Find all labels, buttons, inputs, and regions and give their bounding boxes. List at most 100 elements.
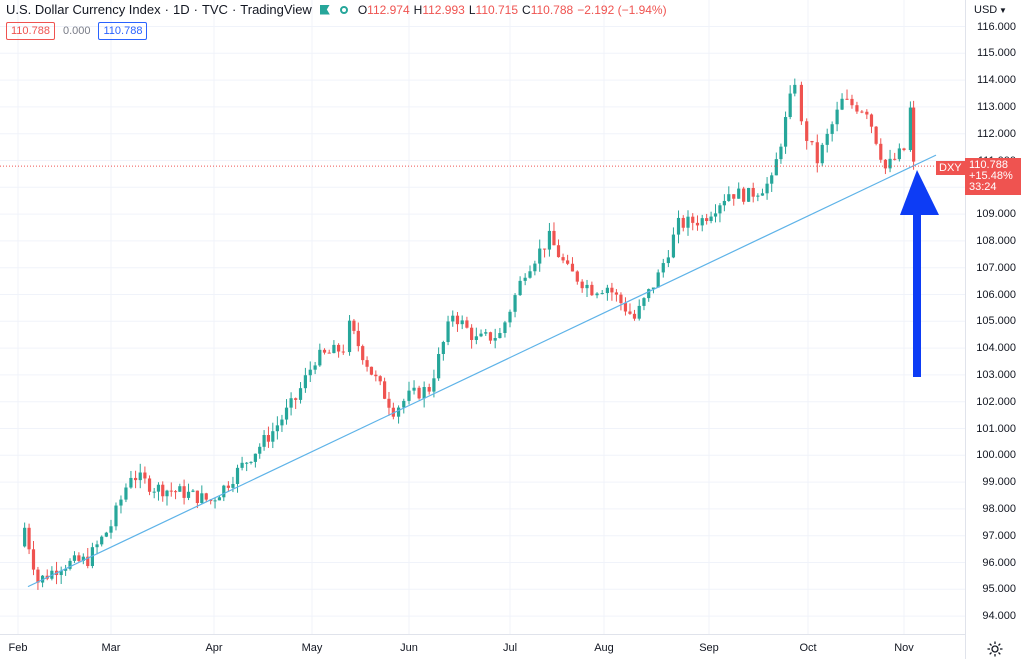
candle-up: [240, 462, 244, 468]
candle-down: [575, 271, 579, 282]
candle-up: [402, 400, 406, 408]
candle-up: [191, 490, 195, 492]
candle-up: [779, 146, 783, 160]
candle-up: [156, 484, 161, 492]
candle-up: [59, 570, 63, 576]
market-status-icon[interactable]: [339, 5, 348, 14]
currency-selector[interactable]: USD: [974, 4, 998, 16]
candle-up: [217, 497, 222, 501]
candle-up: [547, 230, 552, 250]
symbol-tag: DXY: [936, 161, 965, 175]
candle-up: [518, 280, 522, 296]
candle-up: [642, 298, 646, 306]
candle-down: [628, 311, 632, 314]
exchange-label: TVC: [201, 2, 228, 17]
candle-up: [700, 218, 704, 226]
candle-up: [600, 293, 604, 295]
candle-up: [407, 390, 411, 401]
candle-up: [68, 560, 72, 569]
candle-up: [222, 485, 226, 498]
candle-down: [226, 485, 230, 488]
candle-up: [513, 295, 517, 312]
candle-up: [437, 354, 441, 379]
candle-down: [387, 398, 391, 408]
candle-up: [479, 333, 483, 337]
candle-down: [570, 263, 575, 272]
candle-up: [533, 263, 537, 272]
ohlc-high: H112.993: [414, 3, 465, 17]
candle-up: [727, 194, 731, 201]
candle-down: [427, 387, 431, 392]
candle-down: [147, 478, 152, 492]
candle-up: [793, 84, 797, 94]
candle-up: [820, 144, 824, 164]
candle-up: [765, 183, 769, 194]
candle-up: [308, 369, 312, 376]
candle-up: [412, 387, 416, 391]
candle-down: [883, 159, 888, 169]
candle-down: [810, 140, 814, 143]
price-tick-label: 106.000: [976, 288, 1016, 301]
candle-up: [709, 216, 713, 222]
candle-down: [869, 114, 874, 127]
candle-down: [369, 366, 374, 375]
arrow-head: [900, 170, 939, 215]
chart-area[interactable]: U.S. Dollar Currency Index · 1D · TVC · …: [0, 0, 965, 634]
candle-up: [637, 305, 641, 319]
gear-icon[interactable]: [985, 639, 1005, 659]
candle-down: [173, 491, 178, 493]
time-tick-label: Nov: [894, 642, 914, 654]
flag-icon[interactable]: [319, 4, 330, 15]
candle-down: [31, 549, 36, 570]
candle-up: [770, 175, 774, 184]
candle-up: [109, 526, 113, 533]
candle-down: [879, 143, 883, 160]
candle-up: [165, 490, 169, 497]
price-tick-label: 101.000: [976, 422, 1016, 435]
high-label: H: [413, 2, 423, 17]
candle-down: [805, 121, 809, 141]
time-tick-label: Jun: [400, 642, 418, 654]
time-axis[interactable]: Feb Mar Apr May Jun Jul Aug Sep Oct Nov: [0, 634, 965, 659]
candle-down: [855, 105, 859, 112]
interval-label[interactable]: 1D: [172, 2, 190, 17]
candle-up: [129, 477, 133, 488]
candlestick-chart[interactable]: [0, 0, 965, 634]
candle-up: [676, 217, 681, 235]
price-value-box-blue: 110.788: [98, 22, 148, 40]
candle-up: [313, 365, 317, 370]
candle-down: [732, 194, 736, 199]
candle-up: [347, 320, 352, 353]
candle-down: [133, 477, 138, 481]
candle-up: [298, 388, 303, 400]
price-tick-label: 114.000: [977, 74, 1016, 87]
price-tick-label: 116.000: [977, 20, 1016, 33]
price-tick-label: 99.000: [982, 476, 1016, 489]
price-tick-label: 107.000: [976, 261, 1016, 274]
candle-down: [143, 472, 147, 479]
candle-up: [138, 472, 142, 481]
candle-down: [850, 98, 854, 106]
candle-up: [671, 234, 676, 258]
candle-down: [36, 569, 40, 583]
candle-up: [718, 205, 722, 214]
price-tick-label: 113.000: [977, 100, 1016, 113]
candle-up: [825, 133, 829, 145]
open-value: 112.974: [367, 2, 410, 17]
time-tick-label: Mar: [101, 642, 121, 654]
candle-down: [705, 218, 709, 222]
symbol-title[interactable]: U.S. Dollar Currency Index: [6, 2, 161, 17]
candle-up: [493, 338, 497, 341]
change-percent: +15.48%: [969, 170, 1013, 182]
candle-up: [332, 344, 336, 354]
chevron-down-icon[interactable]: ▼: [999, 6, 1007, 15]
candle-up: [528, 271, 532, 278]
candle-up: [245, 462, 249, 464]
open-label: O: [357, 2, 368, 17]
candle-up: [686, 216, 690, 228]
candle-down: [860, 111, 864, 113]
legend-separator: ·: [164, 2, 169, 17]
candle-down: [204, 493, 208, 500]
candle-down: [356, 330, 360, 347]
price-axis[interactable]: USD ▼ 116.000 115.000 114.000 113.000 112.00…: [965, 0, 1024, 659]
